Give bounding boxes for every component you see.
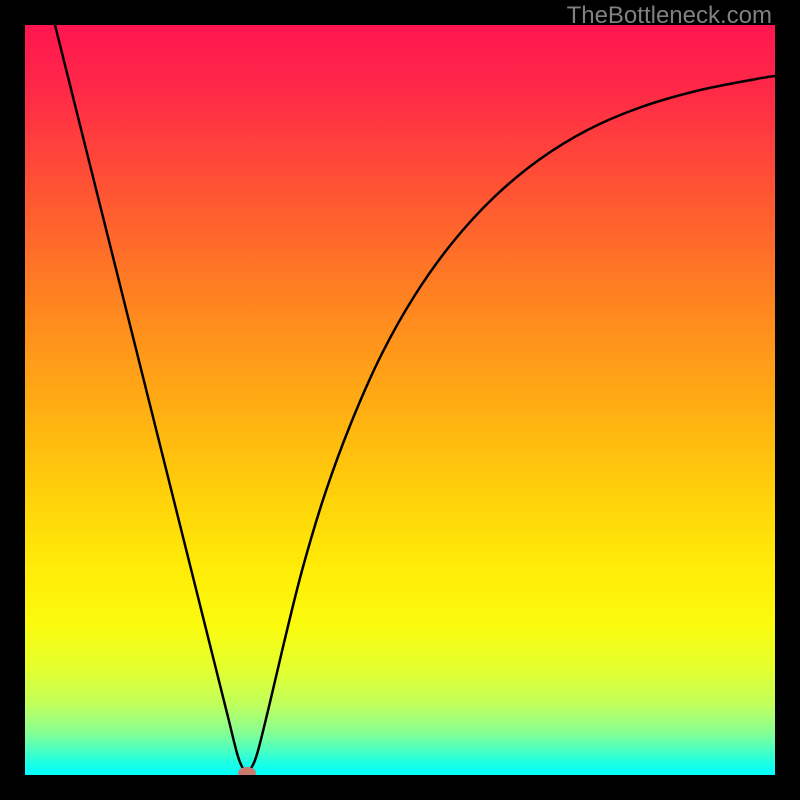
bottleneck-curve — [25, 25, 775, 775]
plot-area — [25, 25, 775, 775]
minimum-marker — [238, 767, 256, 775]
chart-frame: TheBottleneck.com — [0, 0, 800, 800]
